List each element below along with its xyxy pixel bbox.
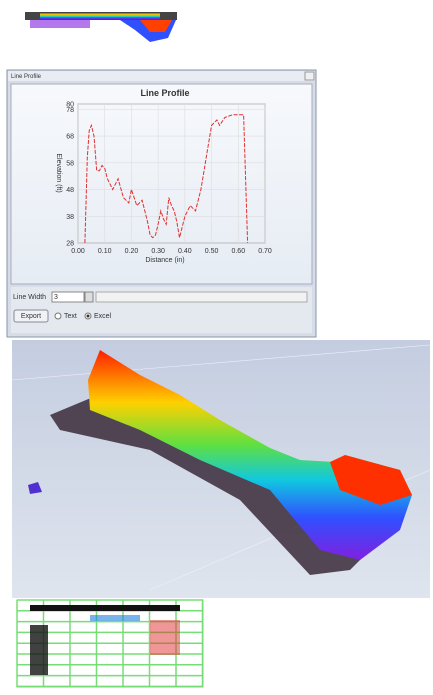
- y-tick-label: 48: [66, 187, 74, 194]
- x-tick-label: 0.60: [231, 248, 245, 255]
- y-tick-label: 68: [66, 134, 74, 141]
- close-button[interactable]: [304, 71, 315, 81]
- x-tick-label: 0.00: [71, 248, 85, 255]
- x-tick-label: 0.70: [258, 248, 272, 255]
- x-tick-label: 0.30: [151, 248, 165, 255]
- y-tick-label: 80: [66, 102, 74, 109]
- export-label: Export: [21, 313, 41, 320]
- x-tick-label: 0.20: [125, 248, 139, 255]
- chart-title: Line Profile: [140, 88, 189, 98]
- spinner[interactable]: [84, 291, 94, 303]
- slider[interactable]: [95, 291, 308, 303]
- 3d-view: [11, 340, 431, 598]
- y-tick-label: 38: [66, 214, 74, 221]
- window-title: Line Profile: [11, 74, 42, 80]
- radio-dot: [86, 314, 90, 318]
- line-width-value: 3: [54, 294, 58, 301]
- line-width-input[interactable]: [51, 291, 85, 303]
- y-tick-label: 28: [66, 241, 74, 248]
- y-tick-label: 58: [66, 160, 74, 167]
- thumbnail-strip: [25, 12, 177, 42]
- export-button[interactable]: [13, 309, 49, 323]
- x-axis-label: Distance (in): [145, 257, 184, 264]
- x-tick-label: 0.10: [98, 248, 112, 255]
- radio-excel-label: Excel: [94, 313, 112, 320]
- radio-text[interactable]: [54, 312, 62, 320]
- radio-text-label: Text: [64, 313, 77, 320]
- grid-thumbnail: [16, 599, 204, 688]
- x-tick-label: 0.50: [205, 248, 219, 255]
- profile-line: [84, 114, 249, 244]
- x-tick-label: 0.40: [178, 248, 192, 255]
- y-axis-label: Elevation (ft): [55, 153, 62, 192]
- y-tick-label: 78: [66, 107, 74, 114]
- line-profile-window: Line Profile Line Profile Distance (in) …: [6, 69, 317, 338]
- line-width-label: Line Width: [13, 294, 46, 301]
